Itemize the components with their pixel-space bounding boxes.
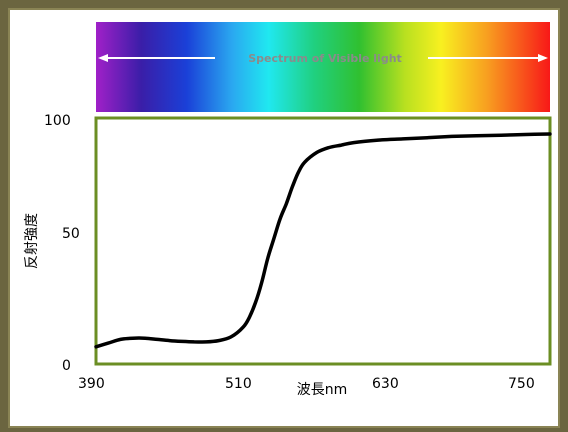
plot-area-frame: [94, 116, 552, 366]
y-tick-label-0: 0: [62, 358, 71, 374]
y-tick-label-50: 50: [62, 226, 80, 242]
spectrum-label: Spectrum of Visible light: [248, 52, 402, 65]
y-axis-label: 反射強度: [24, 213, 40, 269]
spectrum-bar: [96, 22, 550, 112]
arrow-right-icon: [538, 54, 548, 62]
reflectance-curve: [94, 132, 552, 349]
arrow-left-icon: [98, 54, 108, 62]
x-axis-label: 波長nm: [297, 382, 348, 398]
x-tick-label-750: 750: [508, 376, 535, 392]
x-tick-label-390: 390: [78, 376, 105, 392]
x-tick-label-510: 510: [225, 376, 252, 392]
y-tick-label-100: 100: [44, 113, 71, 129]
x-tick-label-630: 630: [372, 376, 399, 392]
